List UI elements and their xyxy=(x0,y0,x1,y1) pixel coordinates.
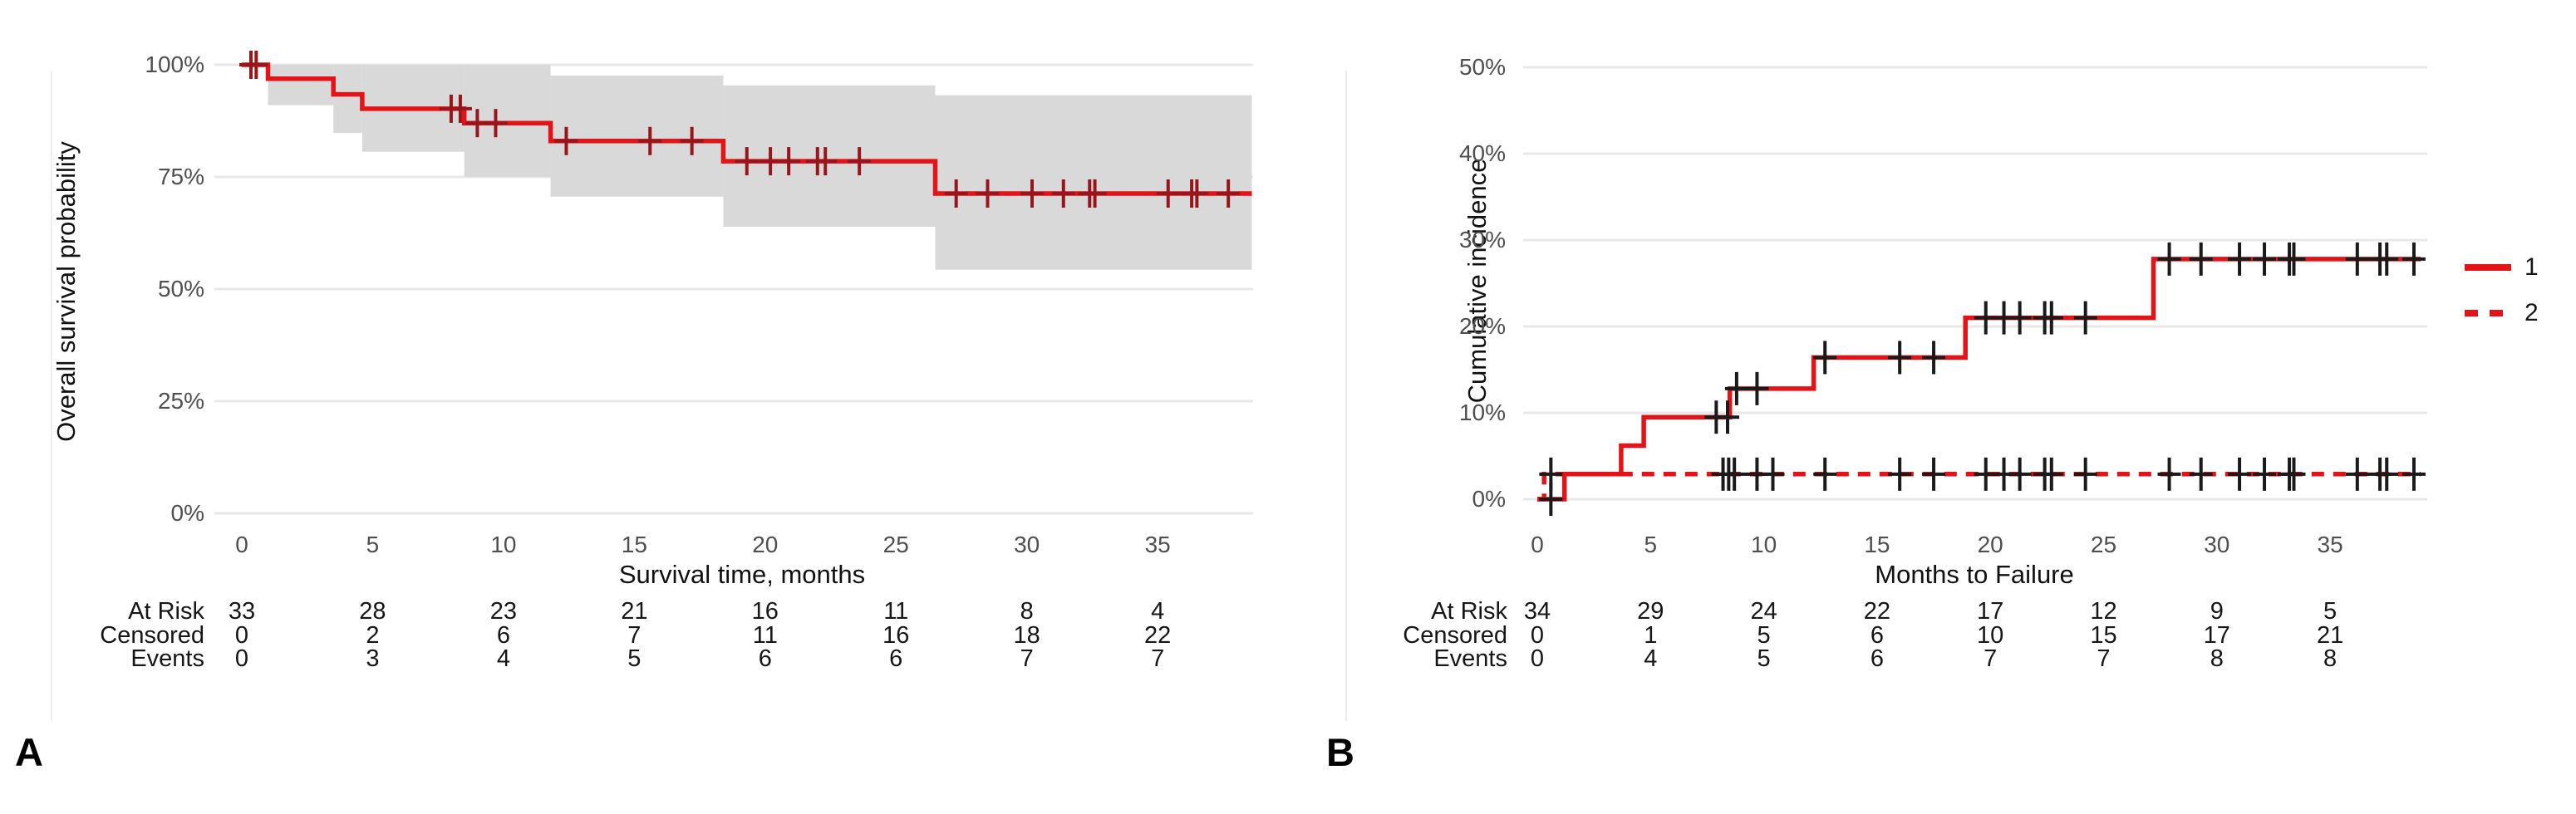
risk-row-label-at-risk-b: At Risk xyxy=(1431,598,1507,625)
risk-table-value: 18 xyxy=(1013,622,1040,649)
risk-table-value: 0 xyxy=(234,645,249,672)
x-axis-title-panel-a: Survival time, months xyxy=(618,560,866,589)
x-tick-label: 0 xyxy=(1531,532,1544,557)
x-tick-label: 20 xyxy=(1977,532,2003,557)
risk-table-value: 7 xyxy=(627,622,642,649)
risk-table-value: 6 xyxy=(889,645,903,672)
risk-table-value: 10 xyxy=(1977,622,2004,649)
confidence-band xyxy=(333,65,362,134)
y-tick-label: 50% xyxy=(157,276,204,302)
risk-table-value: 7 xyxy=(2097,645,2111,672)
risk-table-value: 1 xyxy=(1644,622,1658,649)
legend-label-series-1: 1 xyxy=(2524,253,2539,281)
confidence-band xyxy=(550,75,724,197)
risk-table-value: 34 xyxy=(1523,598,1551,625)
x-axis-title-panel-b: Months to Failure xyxy=(1875,560,2074,589)
risk-table-value: 0 xyxy=(1530,622,1545,649)
risk-table-value: 12 xyxy=(2090,598,2117,625)
risk-table-value: 29 xyxy=(1637,598,1664,625)
x-tick-label: 15 xyxy=(621,532,647,557)
risk-row-label-censored-b: Censored xyxy=(1403,622,1507,649)
risk-table-value: 16 xyxy=(751,598,779,625)
panel-label-b: B xyxy=(1326,730,1354,774)
y-tick-label: 30% xyxy=(1458,227,1506,253)
y-tick-label: 50% xyxy=(1458,54,1506,80)
y-axis-title-panel-a: Overall survival probability xyxy=(52,141,81,442)
y-tick-label: 10% xyxy=(1458,400,1506,425)
risk-table-value: 3 xyxy=(366,645,380,672)
legend-label-series-2: 2 xyxy=(2524,299,2539,326)
x-tick-label: 30 xyxy=(1014,532,1040,557)
risk-table-value: 7 xyxy=(1151,645,1165,672)
risk-table-value: 8 xyxy=(2210,645,2224,672)
risk-row-label-events-b: Events xyxy=(1433,645,1507,672)
risk-table-value: 11 xyxy=(883,598,909,625)
risk-table-value: 17 xyxy=(1977,598,2004,625)
risk-table-value: 21 xyxy=(2316,622,2344,649)
x-tick-label: 25 xyxy=(2090,532,2117,557)
x-tick-label: 30 xyxy=(2204,532,2230,557)
risk-table-value: 5 xyxy=(1757,645,1771,672)
x-tick-label: 10 xyxy=(1751,532,1777,557)
risk-table-value: 8 xyxy=(2323,645,2338,672)
risk-table-value: 5 xyxy=(2323,598,2338,625)
confidence-band xyxy=(268,65,334,105)
risk-table-value: 4 xyxy=(496,645,510,672)
risk-table-value: 4 xyxy=(1151,598,1165,625)
risk-table-value: 21 xyxy=(621,598,648,625)
risk-table-value: 28 xyxy=(359,598,386,625)
y-tick-label: 40% xyxy=(1458,140,1506,166)
y-tick-label: 100% xyxy=(145,51,204,77)
x-tick-label: 15 xyxy=(1864,532,1890,557)
x-tick-label: 20 xyxy=(752,532,779,557)
risk-table-value: 0 xyxy=(1530,645,1545,672)
x-tick-label: 10 xyxy=(490,532,517,557)
y-tick-label: 0% xyxy=(170,500,204,526)
risk-table-value: 6 xyxy=(1870,622,1884,649)
risk-row-label-at-risk-a: At Risk xyxy=(128,598,204,625)
x-tick-label: 35 xyxy=(1144,532,1171,557)
risk-table-value: 6 xyxy=(1870,645,1884,672)
confidence-band xyxy=(723,85,936,227)
risk-table-value: 23 xyxy=(489,598,518,625)
risk-table-value: 4 xyxy=(1644,645,1658,672)
risk-table-value: 6 xyxy=(496,622,510,649)
x-tick-label: 25 xyxy=(882,532,909,557)
risk-table-value: 24 xyxy=(1750,598,1777,625)
risk-table-value: 33 xyxy=(228,598,256,625)
panel-label-a: A xyxy=(15,730,43,774)
risk-table-value: 15 xyxy=(2090,622,2117,649)
risk-table-value: 7 xyxy=(1984,645,1998,672)
risk-table-value: 5 xyxy=(1757,622,1771,649)
risk-table-value: 5 xyxy=(627,645,642,672)
risk-table-value: 2 xyxy=(366,622,380,649)
y-tick-label: 25% xyxy=(157,388,204,414)
risk-table-value: 9 xyxy=(2210,598,2224,625)
risk-table-value: 0 xyxy=(234,622,249,649)
y-tick-label: 0% xyxy=(1472,486,1506,512)
x-tick-label: 5 xyxy=(1644,532,1658,557)
risk-table-value: 22 xyxy=(1863,598,1891,625)
risk-table-value: 8 xyxy=(1020,598,1034,625)
risk-table-value: 17 xyxy=(2203,622,2230,649)
risk-table-value: 7 xyxy=(1020,645,1034,672)
y-axis-title-panel-b: Cumulative incidence xyxy=(1463,158,1492,404)
risk-table-value: 16 xyxy=(882,622,910,649)
risk-table-value: 22 xyxy=(1144,622,1172,649)
risk-row-label-censored-a: Censored xyxy=(100,622,204,649)
x-tick-label: 5 xyxy=(366,532,380,557)
risk-table-value: 6 xyxy=(758,645,772,672)
risk-table-value: 11 xyxy=(752,622,778,649)
risk-row-label-events-a: Events xyxy=(130,645,204,672)
y-tick-label: 20% xyxy=(1458,313,1506,339)
x-tick-label: 35 xyxy=(2317,532,2343,557)
x-tick-label: 0 xyxy=(235,532,248,557)
y-tick-label: 75% xyxy=(157,164,204,189)
